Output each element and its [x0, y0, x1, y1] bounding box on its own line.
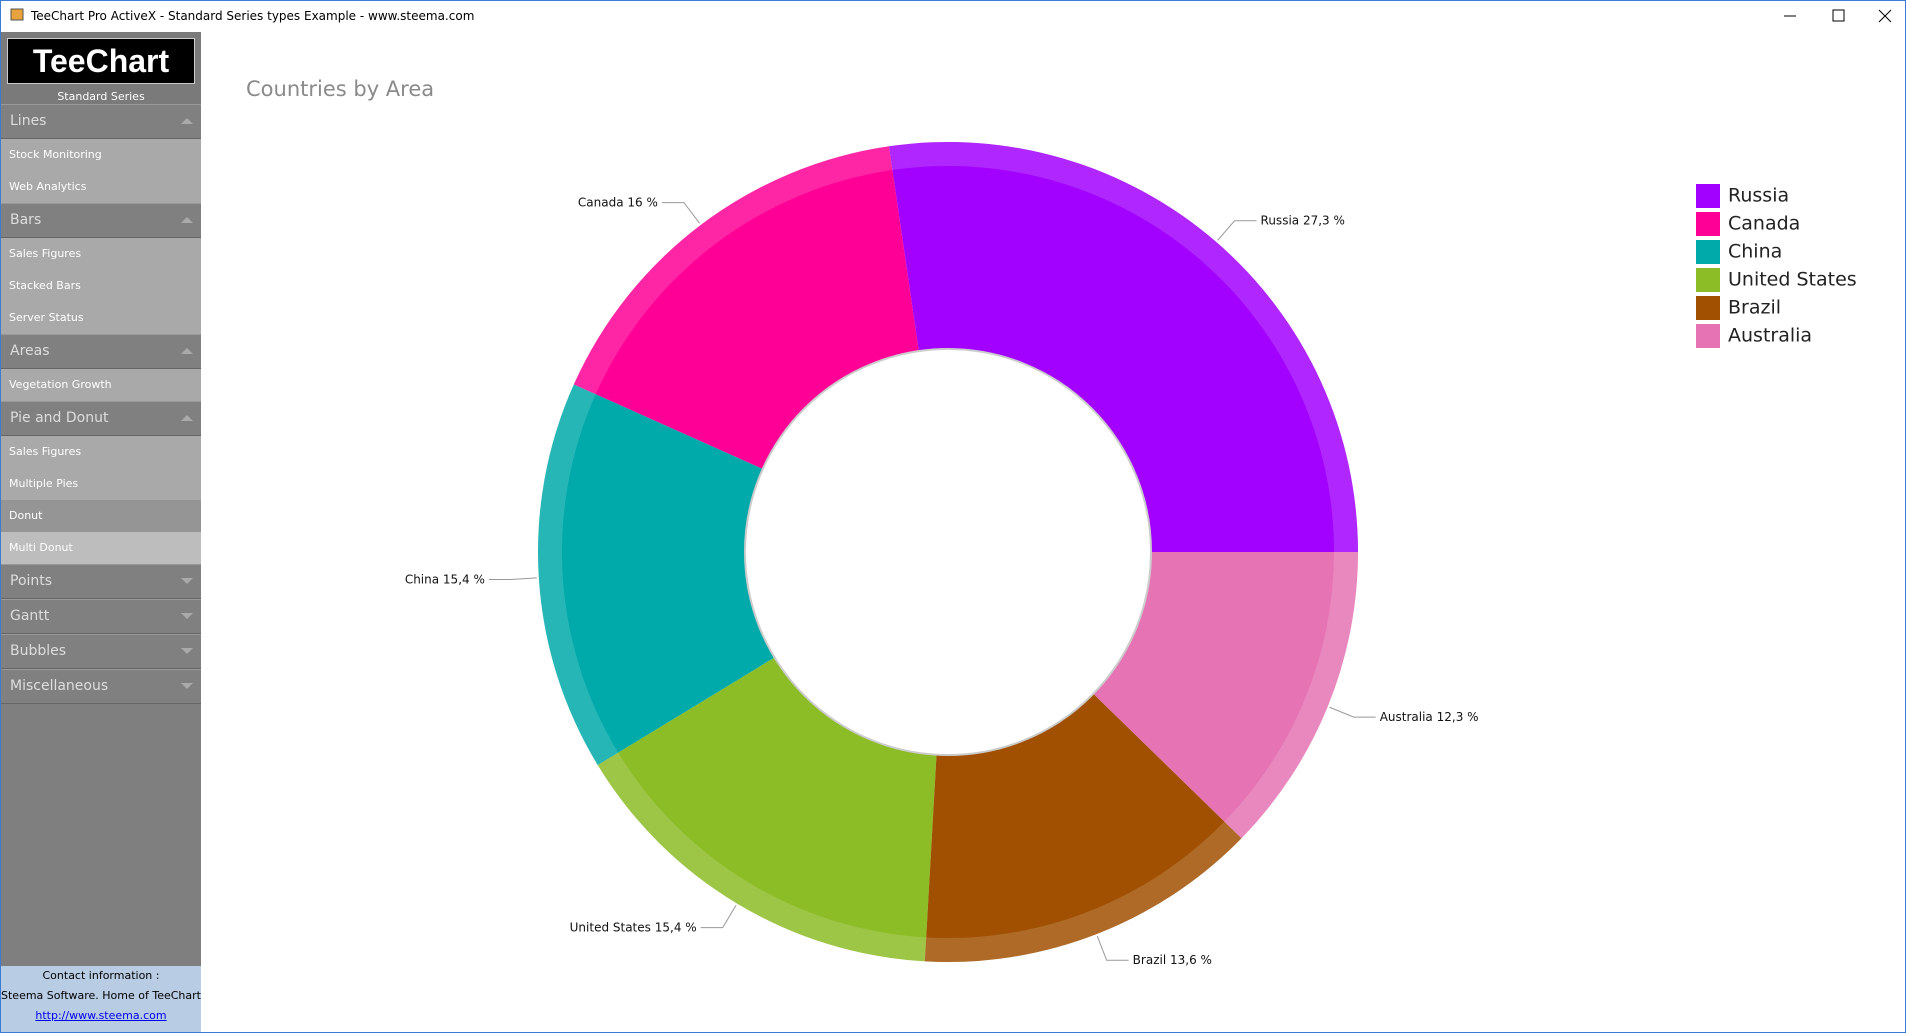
legend-swatch [1696, 268, 1720, 292]
slice-rim [924, 821, 1242, 962]
label-value: 16 % [627, 195, 658, 209]
sidebar: TeeChart Standard Series Lines Stock Moni… [1, 32, 201, 1032]
slice-rim [573, 146, 893, 395]
logo: TeeChart Standard Series [1, 32, 201, 104]
legend-label: China [1728, 241, 1782, 263]
donut-slice [888, 142, 1358, 552]
data-label: China 15,4 % [405, 572, 485, 586]
leader-line [488, 577, 537, 581]
legend-swatch [1696, 184, 1720, 208]
logo-text: TeeChart [7, 38, 195, 84]
chart-title: Countries by Area [246, 77, 434, 101]
label-value: 12,3 % [1437, 710, 1479, 724]
slice-rim [597, 752, 927, 962]
legend-swatch [1696, 240, 1720, 264]
donut-hole-edge [744, 348, 1152, 756]
legend-swatch [1696, 324, 1720, 348]
menu-group[interactable]: Pie and Donut [1, 401, 201, 436]
legend-label: Australia [1728, 325, 1812, 347]
app-icon [10, 8, 24, 21]
leader-line [1096, 935, 1129, 961]
title-bar: TeeChart Pro ActiveX - Standard Series t… [1, 1, 1905, 31]
label-category: Canada [578, 195, 624, 209]
menu-group[interactable]: Points [1, 564, 201, 599]
menu-group[interactable]: Gantt [1, 599, 201, 634]
legend-label: Brazil [1728, 297, 1781, 319]
label-category: Russia [1261, 213, 1300, 227]
label-value: 15,4 % [443, 572, 485, 586]
menu-item[interactable]: Sales Figures [1, 238, 201, 270]
chart: Countries by Area Russia 27,3 % Canada 16… [246, 77, 1857, 967]
title-bar-icons [10, 8, 1892, 23]
menu-item[interactable]: Web Analytics [1, 171, 201, 203]
maximize-button[interactable] [1832, 9, 1845, 22]
logo-subtitle: Standard Series [57, 90, 145, 103]
menu-item[interactable]: Stacked Bars [1, 270, 201, 302]
menu-item[interactable]: Multi Donut [1, 532, 201, 564]
leader-line [700, 905, 737, 929]
contact-heading: Contact information : [42, 969, 160, 982]
contact-box: Contact information : Steema Software. H… [1, 966, 201, 1032]
donut-slice [573, 146, 919, 470]
menu-group[interactable]: Bars [1, 203, 201, 238]
label-category: China [405, 572, 439, 586]
menu-item[interactable]: Multiple Pies [1, 468, 201, 500]
slice-rim [538, 384, 619, 766]
label-value: 27,3 % [1303, 213, 1345, 227]
donut-slice [538, 384, 775, 766]
data-label: Australia 12,3 % [1380, 710, 1479, 724]
legend-swatch [1696, 212, 1720, 236]
data-label: Brazil 13,6 % [1133, 953, 1212, 967]
close-button[interactable] [1878, 9, 1892, 23]
menu-item[interactable]: Donut [1, 500, 201, 532]
menu-item[interactable]: Vegetation Growth [1, 369, 201, 401]
legend-swatch [1696, 296, 1720, 320]
menu-item[interactable]: Server Status [1, 302, 201, 334]
menu-item[interactable]: Stock Monitoring [1, 139, 201, 171]
donut-slice [1093, 552, 1358, 839]
label-value: 15,4 % [655, 920, 697, 934]
data-label: Russia 27,3 % [1261, 213, 1345, 227]
leader-line [1217, 220, 1257, 241]
leader-line [1329, 706, 1376, 718]
contact-link[interactable]: http://www.steema.com [35, 1009, 167, 1022]
label-category: Brazil [1133, 953, 1167, 967]
contact-company: Steema Software. Home of TeeChart [1, 989, 201, 1002]
leader-line [661, 202, 700, 224]
legend-label: United States [1728, 269, 1857, 291]
menu-group[interactable]: Bubbles [1, 634, 201, 669]
menu-item[interactable]: Sales Figures [1, 436, 201, 468]
window-title: TeeChart Pro ActiveX - Standard Series t… [31, 9, 475, 23]
donut-slice [924, 693, 1242, 962]
label-category: Australia [1380, 710, 1433, 724]
menu-group[interactable]: Miscellaneous [1, 669, 201, 704]
menu-group[interactable]: Lines [1, 104, 201, 139]
legend-label: Russia [1728, 185, 1789, 207]
menu-group[interactable]: Areas [1, 334, 201, 369]
slice-rim [1224, 552, 1358, 839]
label-category: United States [570, 920, 651, 934]
legend-label: Canada [1728, 213, 1800, 235]
data-label: United States 15,4 % [570, 920, 697, 934]
donut-slice [597, 657, 937, 962]
label-value: 13,6 % [1170, 953, 1212, 967]
menu: Lines Stock Monitoring Web Analytics Bars Sa… [1, 104, 201, 704]
data-label: Canada 16 % [578, 195, 658, 209]
sidebar-fill [1, 704, 201, 966]
